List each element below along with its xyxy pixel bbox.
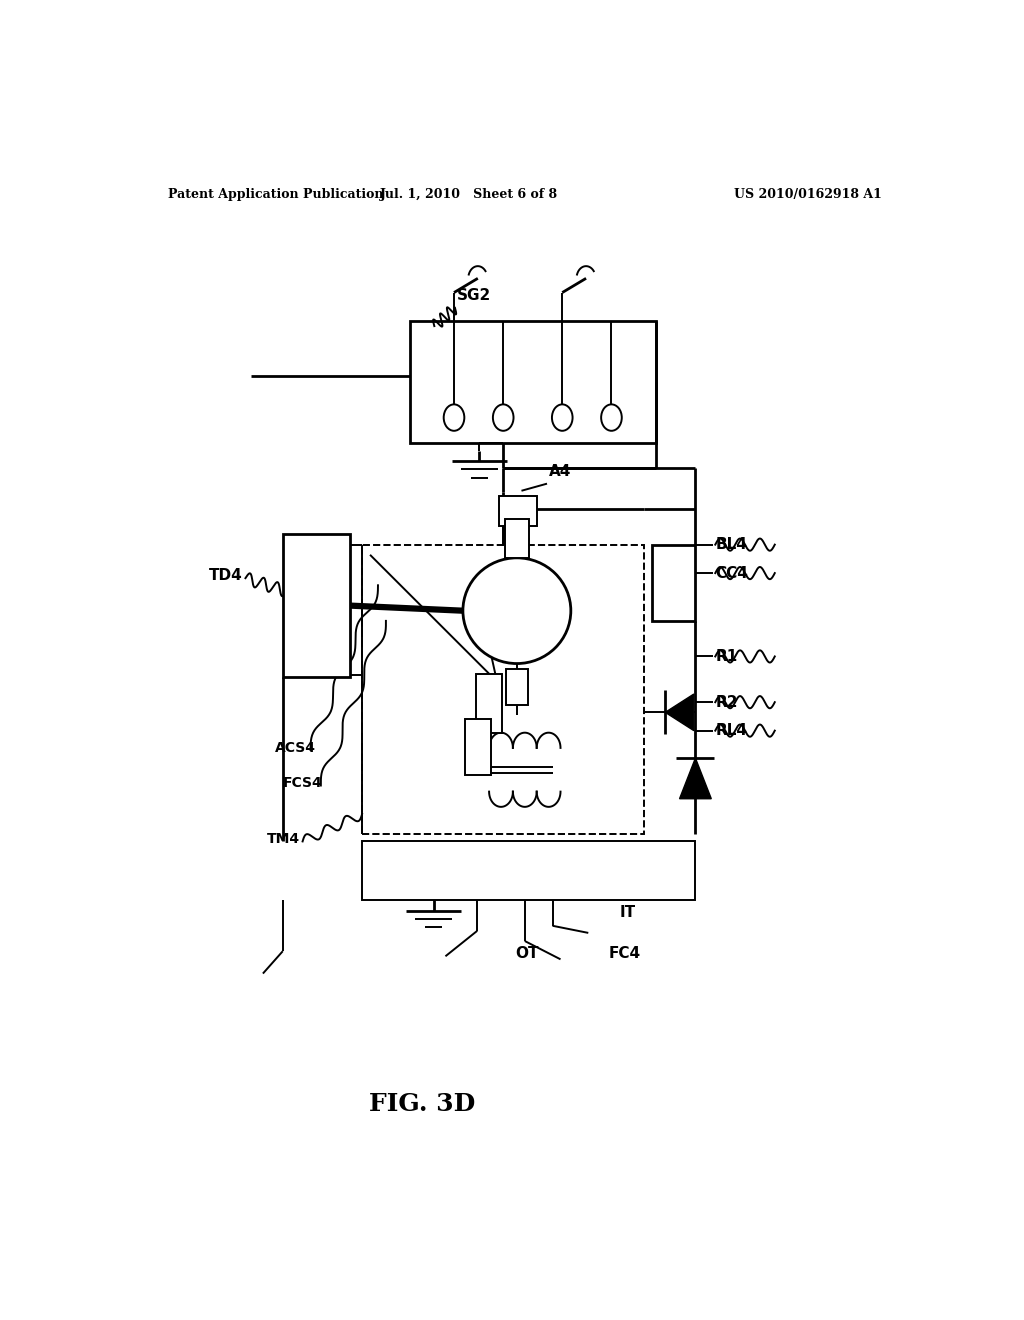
Bar bbox=[476, 673, 502, 733]
Polygon shape bbox=[666, 694, 694, 731]
Text: RL4: RL4 bbox=[715, 723, 748, 738]
Text: FIG. 3D: FIG. 3D bbox=[369, 1092, 475, 1115]
Bar bbox=[410, 321, 655, 444]
Text: Jul. 1, 2010   Sheet 6 of 8: Jul. 1, 2010 Sheet 6 of 8 bbox=[380, 187, 558, 201]
Text: A4: A4 bbox=[549, 463, 571, 479]
Text: OT: OT bbox=[515, 945, 539, 961]
Text: ACS4: ACS4 bbox=[274, 741, 315, 755]
Text: Patent Application Publication: Patent Application Publication bbox=[168, 187, 383, 201]
Text: FCS4: FCS4 bbox=[283, 776, 323, 791]
Text: SG2: SG2 bbox=[458, 288, 492, 302]
Text: TD4: TD4 bbox=[209, 568, 243, 582]
Bar bbox=[465, 719, 490, 775]
Bar bbox=[362, 841, 695, 900]
Bar bbox=[506, 669, 528, 705]
Bar bbox=[505, 519, 528, 558]
Bar bbox=[499, 496, 537, 527]
Text: R2: R2 bbox=[715, 694, 737, 710]
Bar bbox=[283, 535, 350, 677]
Text: R1: R1 bbox=[715, 649, 737, 664]
Text: FC4: FC4 bbox=[608, 945, 640, 961]
Text: CC4: CC4 bbox=[715, 565, 749, 581]
Text: US 2010/0162918 A1: US 2010/0162918 A1 bbox=[734, 187, 882, 201]
Ellipse shape bbox=[463, 558, 570, 664]
Bar bbox=[652, 545, 695, 620]
Text: TM4: TM4 bbox=[267, 833, 300, 846]
Text: BL4: BL4 bbox=[715, 537, 748, 552]
Bar bbox=[362, 545, 644, 834]
Polygon shape bbox=[680, 758, 712, 799]
Text: IT: IT bbox=[620, 906, 636, 920]
